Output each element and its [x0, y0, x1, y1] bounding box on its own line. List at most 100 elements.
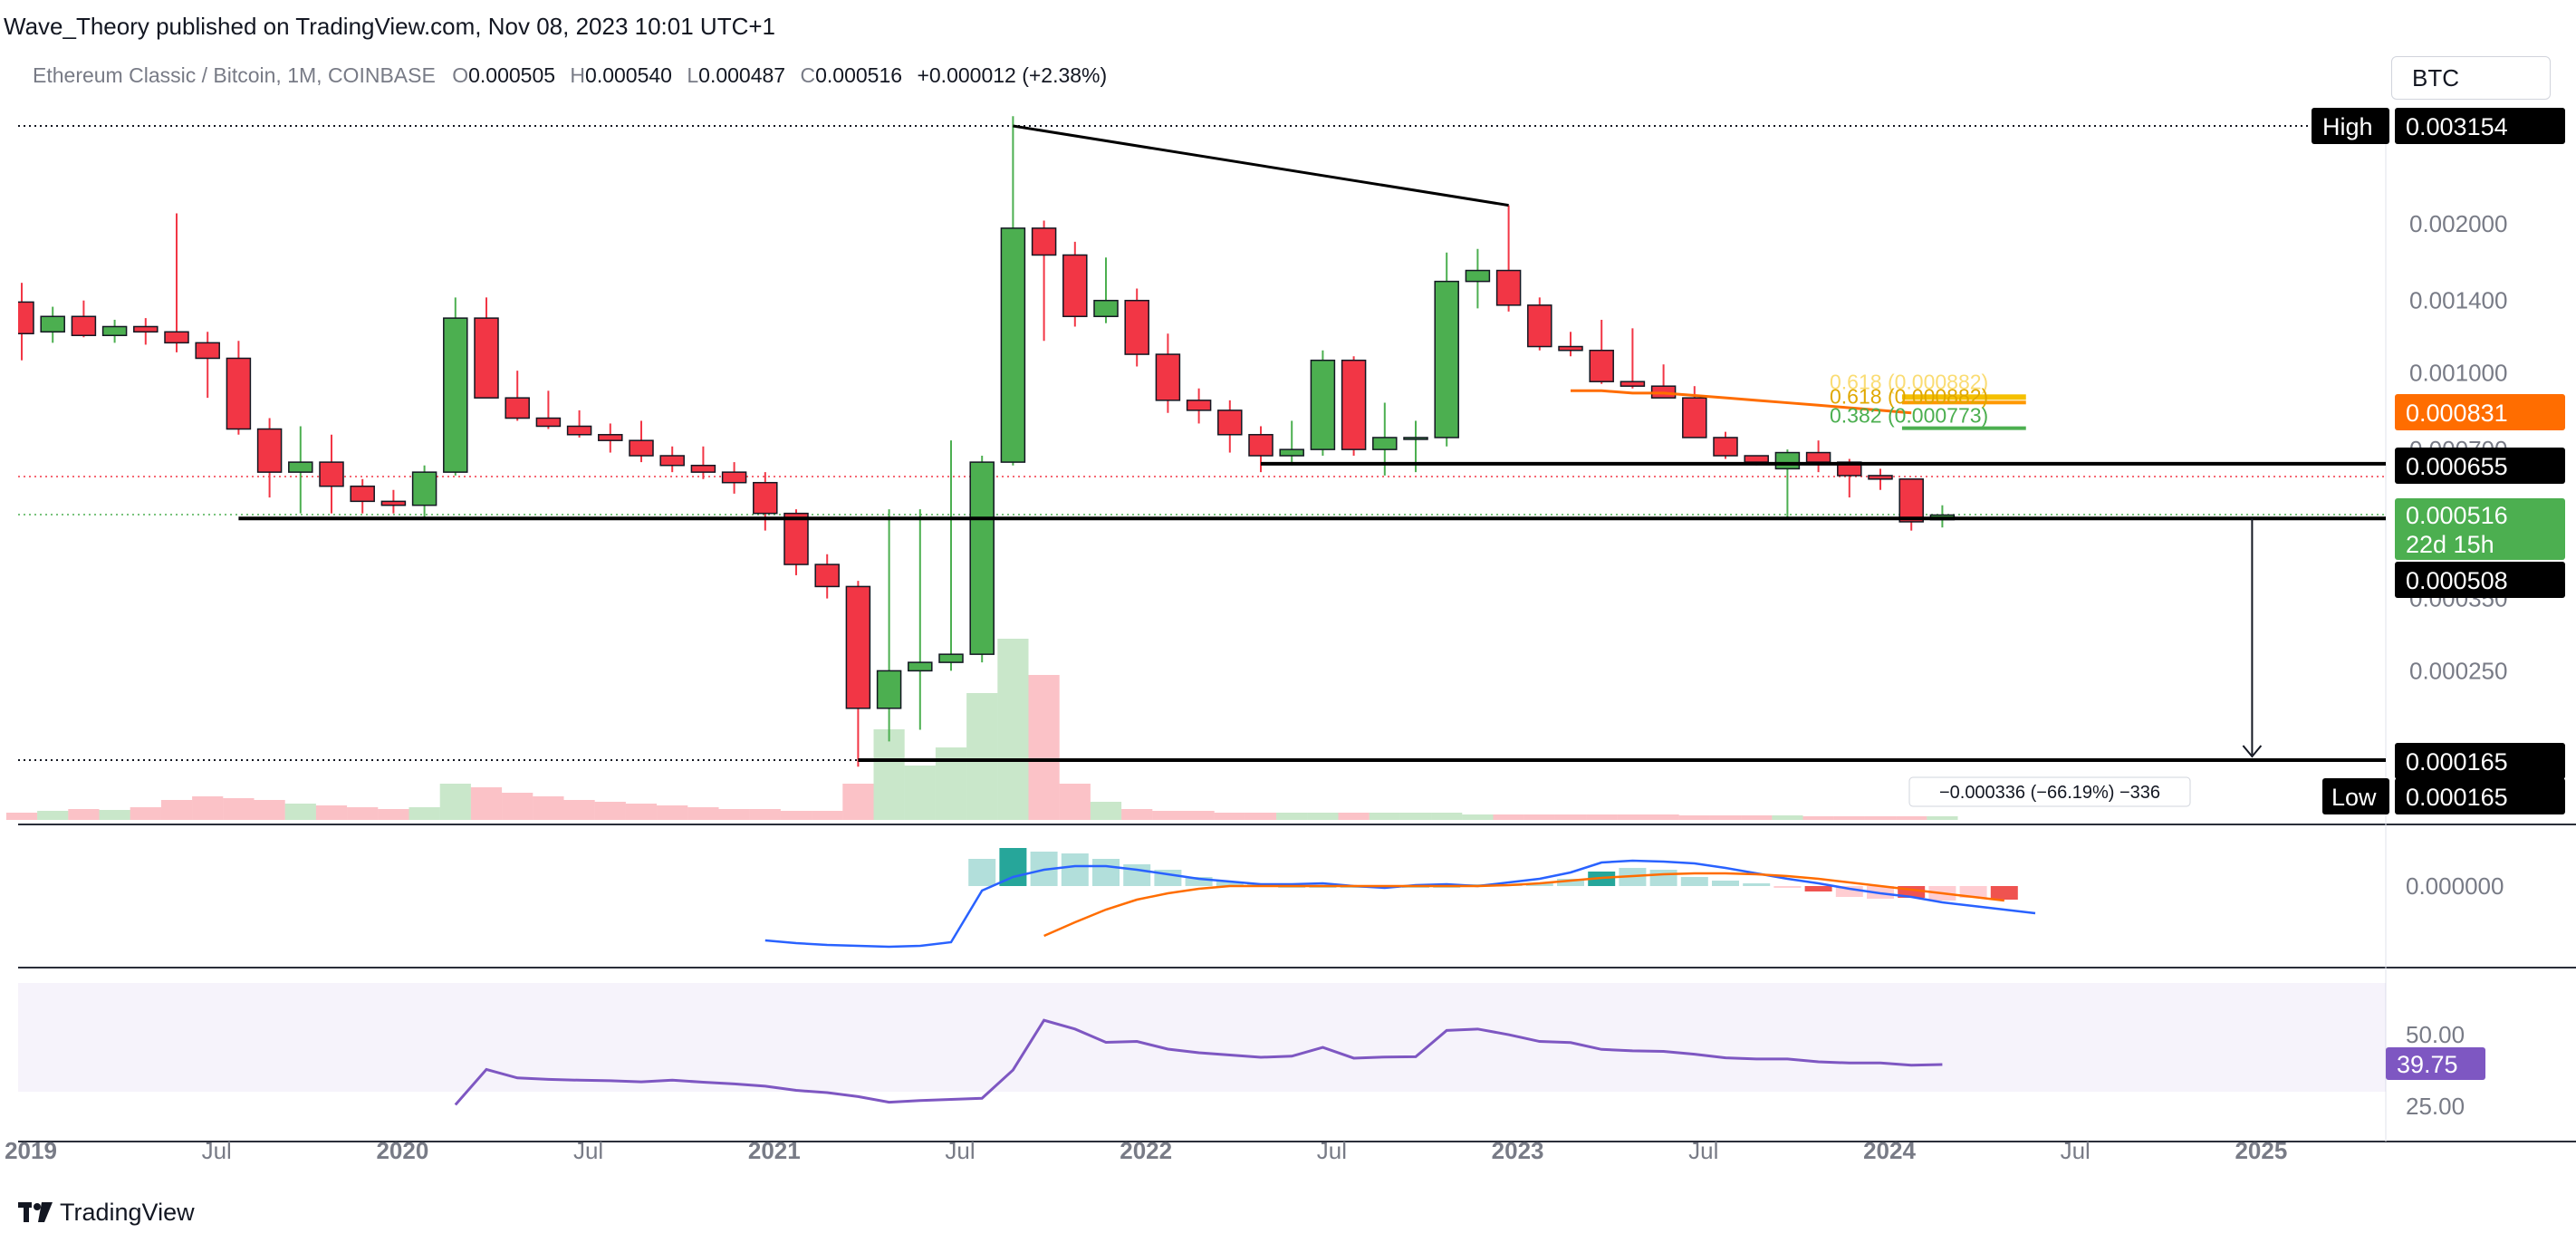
- currency-button[interactable]: BTC: [2391, 56, 2551, 100]
- volume-bar: [873, 729, 905, 820]
- candle-body: [1682, 397, 1707, 438]
- volume-bar: [502, 793, 533, 820]
- time-tick: 2023: [1492, 1137, 1544, 1164]
- macd-histogram-bar: [1649, 870, 1677, 886]
- candle-body: [1000, 227, 1026, 463]
- rsi-pane: [454, 1018, 1943, 1106]
- volume-bar: [1617, 814, 1648, 820]
- level2-price-label: 0.000508: [2406, 567, 2508, 594]
- publisher-line: Wave_Theory published on TradingView.com…: [4, 13, 775, 40]
- volume-bar: [99, 810, 130, 820]
- volume-bar: [1338, 813, 1370, 820]
- candle-body: [18, 301, 34, 335]
- candle-body: [1527, 304, 1552, 348]
- high-key: H: [570, 63, 586, 87]
- open-value: 0.000505: [468, 63, 556, 87]
- volume-bar: [1245, 813, 1277, 820]
- volume-bar: [192, 796, 224, 820]
- volume-bar: [130, 807, 161, 820]
- level1-price-label: 0.000655: [2406, 453, 2508, 480]
- candle-body: [505, 397, 530, 419]
- volume-bar: [1090, 802, 1122, 820]
- candle-body: [319, 461, 344, 487]
- rsi-band: [18, 983, 2386, 1092]
- candle-body: [629, 439, 654, 457]
- level2-price-label-bg: [2395, 562, 2565, 598]
- candle-body: [288, 461, 313, 473]
- volume-bar: [780, 811, 812, 820]
- candle-body: [101, 325, 128, 337]
- price-labels: 0.003154 High 0.000831 0.000655 0.00051622d …: [2312, 108, 2565, 1080]
- volume-bar: [1523, 814, 1555, 820]
- rsi-value-bg: [2386, 1047, 2485, 1080]
- macd-histogram-bar: [1743, 883, 1771, 886]
- countdown-label: 22d 15h: [2406, 531, 2494, 558]
- volume-bar: [904, 766, 936, 820]
- candle-body: [1341, 359, 1367, 450]
- volume-bar: [1059, 784, 1091, 820]
- volume-bar: [1431, 813, 1463, 820]
- volume-bar: [1741, 815, 1773, 820]
- change-value: +0.000012 (+2.38%): [917, 63, 1108, 87]
- volume-bar: [842, 784, 874, 820]
- signal-line: [1043, 872, 2004, 938]
- candle-body: [938, 653, 964, 663]
- high-tag-bg: [2312, 108, 2389, 144]
- candle-body: [443, 317, 468, 473]
- last-price-label: 0.000516: [2406, 502, 2508, 529]
- time-tick: Jul: [1317, 1137, 1347, 1164]
- candle-body: [164, 331, 189, 344]
- price-tick: 0.001400: [2409, 287, 2507, 314]
- volume-bar: [1833, 816, 1865, 820]
- low-price-label: 0.000165: [2406, 784, 2508, 811]
- macd-histogram-bar: [1773, 886, 1802, 888]
- volume-bar: [1121, 809, 1153, 820]
- tradingview-logo-icon: [18, 1202, 53, 1222]
- candle-body: [1279, 448, 1304, 457]
- volume-bar: [657, 805, 688, 820]
- candles-layer: [18, 116, 1956, 767]
- time-axis: 2019 Jul 2020 Jul 2021 Jul 2022 Jul 2023 Jul 2024 J…: [5, 1137, 2287, 1164]
- volume-bar: [5, 813, 38, 820]
- candle-body: [1558, 345, 1583, 352]
- volume-bar: [594, 802, 626, 820]
- candle-body: [1186, 400, 1212, 411]
- candle-body: [814, 564, 840, 588]
- candle-body: [133, 325, 159, 333]
- volume-bar: [997, 639, 1029, 820]
- symbol-name[interactable]: Ethereum Classic / Bitcoin, 1M, COINBASE: [33, 63, 436, 87]
- symbol-legend: Ethereum Classic / Bitcoin, 1M, COINBASE…: [33, 63, 1107, 88]
- candle-body: [1774, 451, 1801, 470]
- high-price-label: 0.003154: [2406, 113, 2508, 140]
- candle-body: [1713, 437, 1738, 457]
- candle-body: [598, 434, 623, 441]
- candle-body: [226, 357, 252, 430]
- volume-bar: [160, 800, 193, 820]
- volume-bar: [1554, 814, 1587, 820]
- time-tick: 2025: [2235, 1137, 2287, 1164]
- last-price-bg: [2395, 498, 2565, 560]
- volume-bar: [1214, 813, 1245, 820]
- time-tick: 2020: [376, 1137, 428, 1164]
- ma-price-label: 0.000831: [2406, 400, 2508, 427]
- volume-bar: [1896, 816, 1927, 820]
- time-tick: Jul: [1688, 1137, 1718, 1164]
- volume-bar: [223, 798, 255, 820]
- time-tick: 2024: [1863, 1137, 1916, 1164]
- macd-histogram-bar: [999, 848, 1027, 886]
- high-price-label-bg: [2395, 108, 2565, 144]
- volume-bar: [284, 804, 316, 820]
- fib-618-level: [1901, 394, 2026, 400]
- time-tick: 2021: [748, 1137, 801, 1164]
- footer: TradingView: [18, 1194, 195, 1230]
- rsi-line: [454, 1018, 1943, 1106]
- candle-body: [1310, 359, 1336, 450]
- candle-body: [876, 670, 902, 709]
- time-tick: Jul: [945, 1137, 975, 1164]
- candle-body: [690, 464, 716, 473]
- fib-382-label: 0.382 (0.000773): [1830, 404, 1988, 428]
- rsi-tick-25: 25.00: [2406, 1093, 2465, 1120]
- time-tick: Jul: [2061, 1137, 2091, 1164]
- candle-body: [1372, 437, 1398, 450]
